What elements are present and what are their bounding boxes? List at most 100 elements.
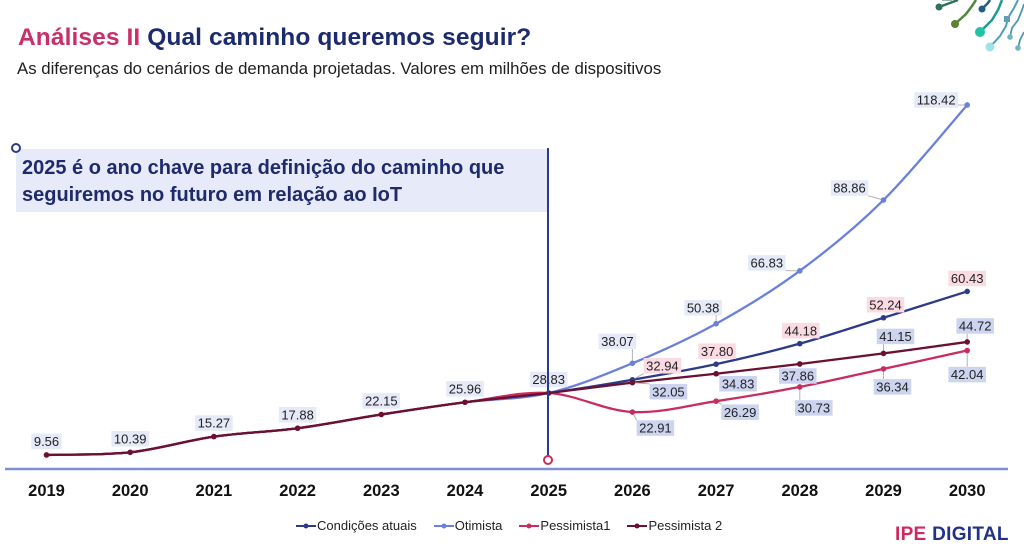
- data-label-text: 38.07: [601, 334, 634, 349]
- data-label-background: [873, 379, 912, 395]
- data-label-background: [956, 318, 994, 334]
- data-point-condicoes-atuais: [713, 361, 719, 367]
- data-label-text: 52.24: [869, 297, 902, 312]
- page-title: Análises II Qual caminho queremos seguir…: [18, 24, 531, 52]
- series-line-pessimista-2: [46, 340, 968, 457]
- x-tick-label: 2023: [363, 482, 400, 500]
- data-label-background: [684, 299, 722, 316]
- x-tick-label: 2022: [279, 482, 316, 500]
- legend-item-otimista[interactable]: Otimista: [433, 518, 503, 533]
- data-label: 22.91: [636, 420, 675, 436]
- legend-label: Pessimista 2: [648, 518, 723, 533]
- circuit-decoration-icon: [935, 0, 1024, 52]
- legend-item-condicoes-atuais[interactable]: Condições atuais: [296, 518, 417, 533]
- data-label-background: [795, 400, 833, 416]
- data-label-background: [782, 322, 820, 339]
- x-tick-label: 2025: [530, 482, 567, 500]
- data-label: 25.96: [446, 380, 484, 397]
- legend-label: Condições atuais: [317, 518, 417, 533]
- x-tick-label: 2026: [614, 482, 651, 500]
- data-label-text: 41.15: [879, 329, 912, 344]
- data-point-condicoes-atuais: [880, 314, 887, 321]
- data-point-pessimista-2: [713, 370, 719, 377]
- data-label-background: [649, 383, 688, 400]
- data-label: 34.83: [719, 375, 757, 392]
- data-label-text: 30.73: [798, 401, 831, 416]
- data-label-background: [719, 375, 757, 392]
- data-label: 50.38: [684, 299, 722, 316]
- data-point-pessimista-2: [964, 339, 970, 345]
- annotation-callout: 2025 é o ano chave para definição do cam…: [16, 149, 547, 212]
- data-point-pessimista-2: [294, 425, 301, 432]
- data-label-text: 28.83: [532, 372, 565, 387]
- data-label-text: 66.83: [751, 255, 784, 270]
- data-label-background: [278, 406, 317, 423]
- data-label-background: [830, 180, 869, 196]
- data-point-otimista: [797, 268, 803, 274]
- data-label-text: 36.34: [876, 379, 909, 394]
- x-tick-label: 2029: [865, 482, 902, 500]
- x-tick-label: 2024: [447, 482, 485, 500]
- data-point-otimista: [880, 197, 887, 203]
- data-point-pessimista-2: [462, 399, 468, 406]
- data-label: 37.80: [698, 343, 736, 359]
- data-label: 9.56: [31, 433, 62, 450]
- data-label-background: [948, 366, 986, 383]
- data-label-background: [914, 92, 959, 108]
- brand-part-1: IPE: [895, 524, 927, 545]
- data-label: 44.18: [782, 322, 820, 339]
- brand-part-2: DIGITAL: [932, 524, 1009, 545]
- legend-item-pessimista1[interactable]: Pessimista1: [519, 518, 610, 533]
- data-label-background: [948, 270, 986, 287]
- data-point-pessimista-2: [545, 390, 552, 396]
- data-label-text: 22.91: [639, 421, 672, 436]
- data-point-pessimista-2: [211, 433, 217, 440]
- data-point-otimista: [629, 360, 636, 367]
- data-label-text: 25.96: [449, 381, 482, 396]
- data-label: 118.42: [914, 92, 959, 108]
- data-point-pessimista1: [964, 347, 970, 354]
- data-label: 44.72: [956, 318, 994, 334]
- data-label: 15.27: [195, 415, 233, 431]
- data-point-pessimista-2: [378, 411, 385, 418]
- data-label-background: [866, 296, 905, 313]
- title-main: Qual caminho queremos seguir?: [147, 24, 532, 51]
- data-point-pessimista1: [797, 384, 803, 390]
- data-label-text: 37.86: [782, 369, 815, 384]
- legend-marker-icon: [519, 523, 540, 528]
- legend-marker-icon: [627, 523, 648, 528]
- data-label-text: 26.29: [724, 405, 757, 420]
- data-point-pessimista-2: [43, 452, 50, 458]
- data-label-text: 60.43: [951, 271, 984, 286]
- data-point-pessimista-2: [797, 361, 803, 367]
- data-point-pessimista-2: [127, 449, 133, 456]
- data-point-condicoes-atuais: [797, 340, 803, 347]
- legend-marker-icon: [433, 523, 454, 528]
- data-label-background: [643, 358, 682, 374]
- data-point-otimista: [964, 102, 970, 108]
- data-label: 26.29: [721, 404, 759, 420]
- callout-line-1: 2025 é o ano chave para definição do cam…: [22, 157, 505, 179]
- brand-logo: IPE DIGITAL: [895, 524, 1009, 546]
- data-label: 17.88: [278, 406, 317, 423]
- data-label-background: [31, 433, 62, 450]
- data-label-background: [598, 333, 637, 350]
- data-point-pessimista1: [629, 409, 636, 415]
- data-point-pessimista-2: [629, 379, 636, 386]
- data-label-text: 42.04: [951, 367, 984, 382]
- legend-item-pessimista-2[interactable]: Pessimista 2: [627, 518, 722, 533]
- data-label: 38.07: [598, 333, 637, 350]
- data-label-background: [748, 255, 786, 271]
- data-label-text: 32.05: [652, 384, 685, 399]
- data-label-leader: [632, 382, 650, 385]
- data-label: 88.86: [830, 180, 869, 196]
- data-label-text: 37.80: [701, 344, 734, 359]
- data-label: 36.34: [873, 379, 912, 395]
- data-label-background: [446, 380, 484, 397]
- x-tick-label: 2021: [196, 482, 233, 500]
- legend-label: Otimista: [454, 518, 503, 533]
- callout-line-2: seguiremos no futuro em relação ao IoT: [22, 184, 403, 206]
- data-label-text: 32.94: [646, 358, 679, 373]
- data-label-background: [362, 393, 401, 409]
